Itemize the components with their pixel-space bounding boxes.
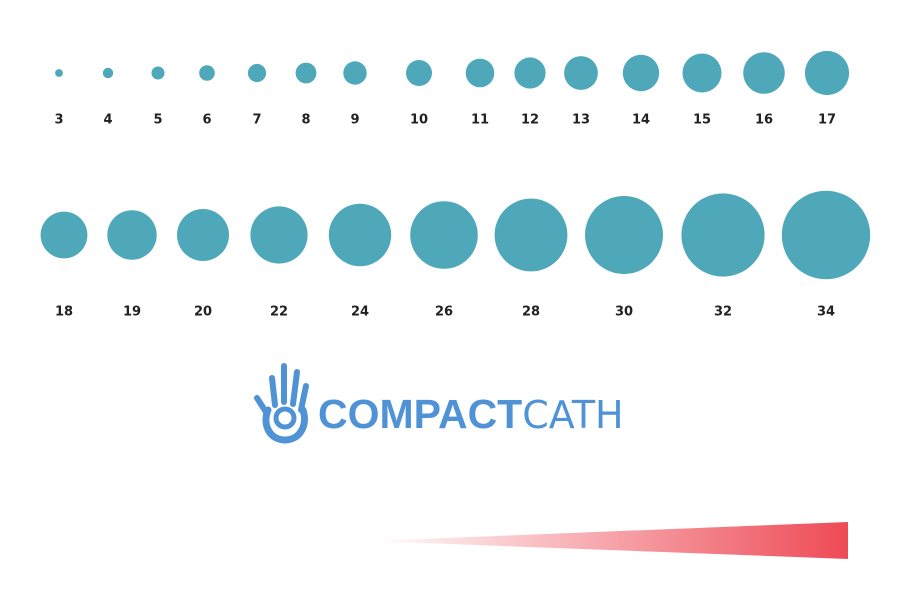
size-label: 5 [153,113,162,128]
size-label: 32 [714,305,732,320]
size-circle [151,66,165,80]
size-label: 10 [410,113,428,128]
size-circle [781,190,871,280]
size-label: 4 [103,113,112,128]
size-label: 11 [471,113,489,128]
size-label: 17 [818,113,836,128]
size-circle [410,201,478,269]
size-circle [682,53,722,93]
size-label: 14 [632,113,650,128]
size-label: 13 [572,113,590,128]
size-circle [406,60,432,86]
size-label: 15 [693,113,711,128]
size-circle [295,62,317,84]
size-circle [328,203,392,267]
size-circle [199,65,215,81]
logo-light: CATH [522,393,623,437]
size-circle [622,54,660,92]
size-circle [177,209,229,261]
taper-wedge [370,522,848,559]
size-circle [465,58,495,88]
size-circle [40,211,88,259]
size-label: 20 [194,305,212,320]
size-circle [250,206,308,264]
size-label: 19 [123,305,141,320]
size-label: 28 [522,305,540,320]
size-label: 24 [351,305,369,320]
size-circle [55,69,63,77]
size-circle [494,198,568,272]
size-circle [743,52,785,94]
logo-icon [254,363,309,444]
size-circle [564,56,598,90]
size-label: 6 [202,113,211,128]
size-circle [585,196,663,274]
size-label: 12 [521,113,539,128]
size-circle [681,193,765,277]
size-label: 34 [817,305,835,320]
size-label: 22 [270,305,288,320]
size-circle [804,50,850,96]
size-label: 3 [54,113,63,128]
size-label: 18 [55,305,73,320]
size-circle [102,67,114,79]
size-circle [107,210,157,260]
size-label: 9 [350,113,359,128]
size-label: 7 [252,113,261,128]
logo-text: COMPACTCATH [318,391,624,437]
size-circle [343,61,367,85]
size-label: 16 [755,113,773,128]
size-label: 30 [615,305,633,320]
size-circle [247,63,267,83]
size-label: 26 [435,305,453,320]
logo-bold: COMPACT [318,391,522,437]
size-circle [514,57,546,89]
size-label: 8 [301,113,310,128]
